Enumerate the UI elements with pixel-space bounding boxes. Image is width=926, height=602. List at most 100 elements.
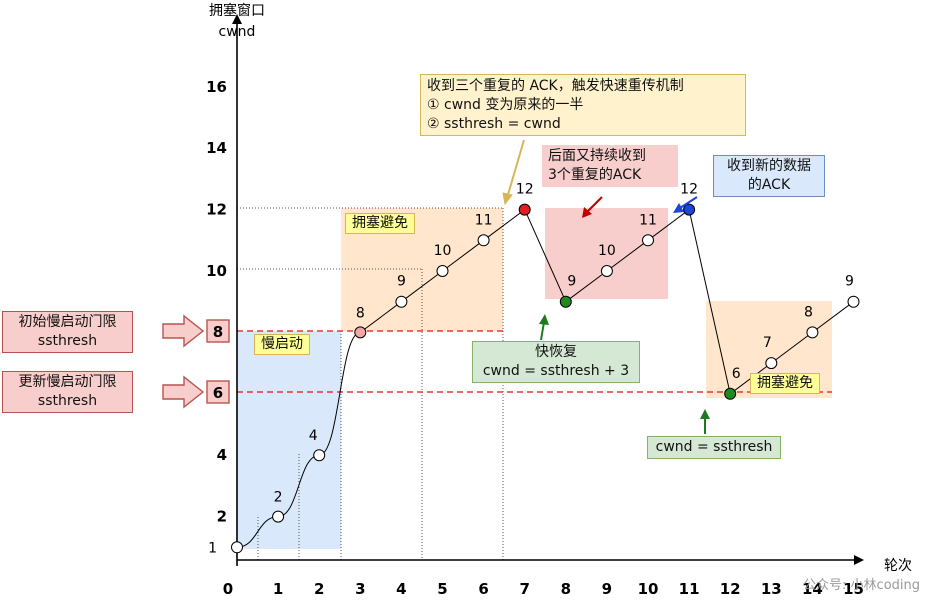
y-tick-label: 10 [206,262,227,280]
data-point-round-11 [683,203,696,216]
point-label-round-2: 4 [309,428,318,444]
curve-segment [442,239,484,272]
more-dup-ack-arrowhead [582,207,592,218]
x-tick-label: 12 [720,580,741,598]
recovery-region [545,208,668,299]
updated-threshold-arrow [162,375,205,409]
new-ack-note-line1: 收到新的数据 [727,158,811,174]
x-tick-label: 0 [223,580,233,598]
updated-threshold-label: 更新慢启动门限 ssthresh [2,371,133,413]
curve-segment [565,270,608,303]
x-axis-title: 轮次 [884,558,912,574]
initial-threshold-label-line2: ssthresh [37,333,98,349]
curve-segment [360,301,402,333]
initial-threshold-arrow [162,314,205,348]
curve-segment [401,270,443,303]
x-tick-label: 10 [638,580,659,598]
more-dup-ack-note: 后面又持续收到 3个重复的ACK [542,145,678,187]
avoidance-label-1: 拥塞避免 [345,213,415,234]
data-point-round-0 [231,541,243,554]
x-tick-label: 14 [802,580,823,598]
new-ack-arrowhead [673,203,684,213]
triple-ack-note: 收到三个重复的 ACK，触发快速重传机制 ① cwnd 变为原来的一半 ② ss… [420,74,746,136]
point-label-round-9: 10 [598,243,616,259]
fast-recovery-arrowhead [539,314,549,325]
cwnd-curve [236,209,854,548]
x-tick-label: 8 [561,580,571,598]
curve-segment [524,209,567,302]
x-tick-label: 5 [437,580,447,598]
point-label-round-11: 12 [680,182,698,198]
new-ack-note-line2: 的ACK [747,177,791,193]
data-point-round-6 [477,234,490,247]
slow-start-label: 慢启动 [254,334,310,355]
data-point-round-8 [559,295,572,308]
data-point-round-4 [395,295,408,308]
x-tick-label: 2 [314,580,324,598]
x-tick-label: 1 [273,580,283,598]
triple-ack-note-line3: ② ssthresh = cwnd [427,116,561,132]
more-dup-ack-note-line2: 3个重复的ACK [548,167,642,183]
data-point-round-9 [600,265,613,277]
point-label-round-5: 10 [434,243,452,259]
point-label-round-15: 9 [845,274,854,290]
data-point-round-10 [642,234,654,247]
point-label-round-8: 9 [567,274,576,290]
data-point-round-13 [765,357,778,370]
triple-ack-arrowhead [502,192,513,206]
reset-note-line1: cwnd = ssthresh [655,439,773,455]
point-label-round-6: 11 [475,212,493,228]
slow-start-segment [236,331,361,548]
y-axis-title-line2: cwnd [219,24,256,40]
x-tick-label: 11 [679,580,700,598]
data-point-round-14 [806,326,819,339]
y-tick-label: 4 [217,446,227,464]
y-axis-title-line1: 拥塞窗口 [209,2,265,19]
point-label-round-12: 6 [732,366,741,382]
x-tick-label: 13 [761,580,782,598]
initial-threshold-label: 初始慢启动门限 ssthresh [2,311,133,353]
watermark: 公众号: 小林coding [803,578,920,593]
point-label-round-3: 8 [356,305,365,321]
initial-threshold-label-line1: 初始慢启动门限 [18,314,117,330]
slow-start-region [237,331,341,549]
more-dup-ack-arrow [586,196,603,213]
reset-arrowhead [700,409,710,419]
point-label-round-0: 1 [208,540,217,556]
fast-recovery-note: 快恢复 cwnd = ssthresh + 3 [472,341,640,383]
cwnd-points [231,203,860,554]
y-tick-label: 16 [206,78,227,96]
y-tick-label: 2 [217,508,227,526]
data-point-round-2 [313,449,326,462]
fast-recovery-note-line2: cwnd = ssthresh + 3 [482,363,630,379]
threshold-box-8: 8 [206,319,230,343]
curve-segment [688,209,731,394]
curve-segment [771,331,813,364]
reset-note: cwnd = ssthresh [647,436,781,459]
data-point-round-15 [847,295,860,308]
fast-recovery-note-line1: 快恢复 [535,344,577,360]
data-point-round-7 [518,203,531,216]
point-label-round-10: 11 [639,212,657,228]
avoidance-label-2: 拥塞避免 [750,373,820,394]
x-tick-label: 3 [355,580,365,598]
threshold-box-6: 6 [206,380,230,404]
point-label-round-14: 8 [804,304,813,320]
point-label-round-1: 2 [274,490,283,506]
curve-segment [647,209,690,241]
curve-segment [483,209,525,241]
data-point-round-12 [724,387,737,400]
curve-segment [812,301,854,333]
data-point-round-1 [272,510,285,523]
triple-ack-note-line2: ① cwnd 变为原来的一半 [427,97,584,113]
x-tick-label: 4 [396,580,406,598]
updated-threshold-label-line2: ssthresh [37,393,98,409]
threshold-value-6: 6 [213,384,223,402]
x-tick-label: 15 [843,580,864,598]
x-tick-label: 9 [602,580,612,598]
y-tick-labels: 2 4 10 12 14 16 [206,78,227,526]
threshold-value-8: 8 [213,323,223,341]
y-tick-label: 12 [206,201,227,219]
